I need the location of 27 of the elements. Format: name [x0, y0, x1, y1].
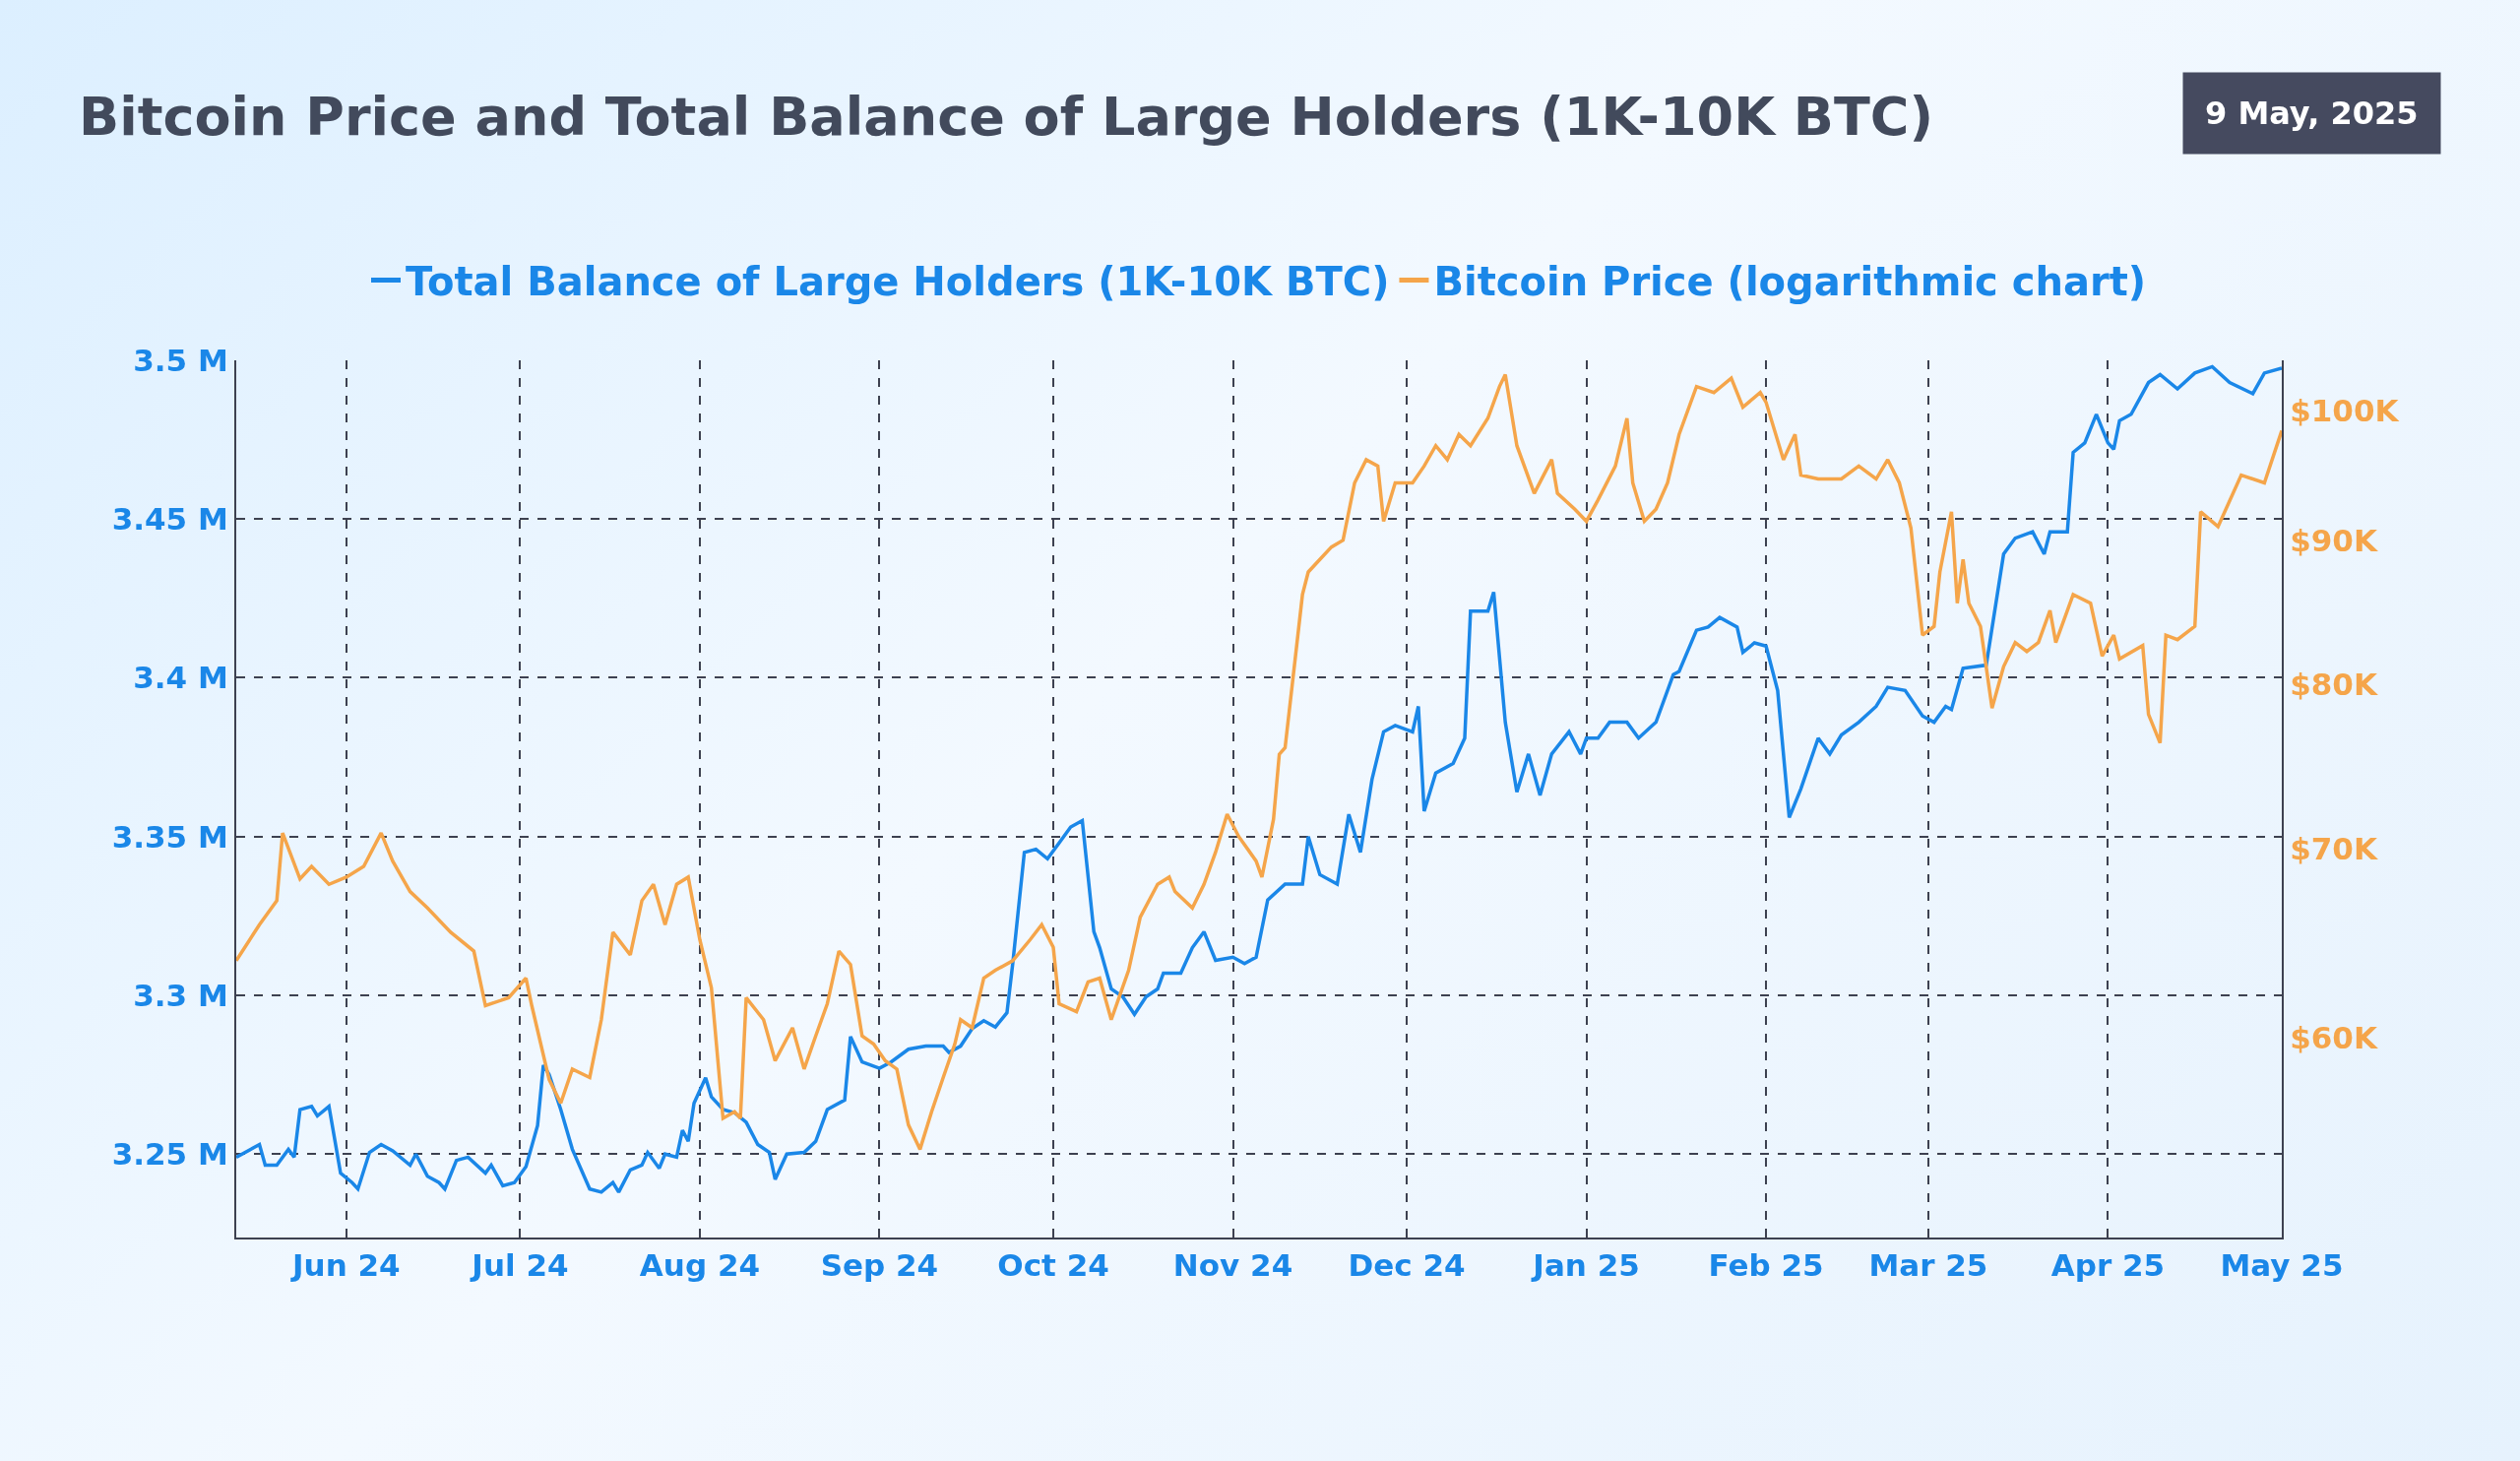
- x-tick-label: Aug 24: [639, 1247, 761, 1284]
- y-tick-label: 3.35 M: [111, 818, 228, 855]
- x-tick-label: Nov 24: [1172, 1247, 1293, 1284]
- x-tick-label: Jul 24: [470, 1247, 569, 1284]
- y2-tick-label: $70K: [2290, 830, 2378, 866]
- y2-tick-label: $80K: [2290, 667, 2378, 703]
- x-tick-label: Jun 24: [290, 1247, 401, 1284]
- x-tick-label: Feb 25: [1708, 1247, 1824, 1284]
- x-tick-label: Dec 24: [1348, 1247, 1466, 1284]
- x-tick-label: May 25: [2220, 1247, 2344, 1284]
- y2-tick-label: $60K: [2290, 1020, 2378, 1056]
- chart-title: Bitcoin Price and Total Balance of Large Holders (1K-10K BTC): [79, 85, 1934, 148]
- x-tick-label: Apr 25: [2050, 1247, 2166, 1284]
- y-tick-label: 3.3 M: [133, 977, 228, 1013]
- x-tick-label: Oct 24: [997, 1247, 1109, 1284]
- y2-tick-label: $100K: [2290, 393, 2400, 429]
- y-tick-label: 3.45 M: [111, 501, 228, 538]
- text: 9 May, 2025: [2205, 95, 2419, 132]
- x-tick-label: Sep 24: [820, 1247, 939, 1284]
- y2-tick-label: $90K: [2290, 522, 2378, 558]
- x-tick-label: Jan 25: [1531, 1247, 1640, 1284]
- legend-label: Bitcoin Price (logarithmic chart): [1433, 259, 2147, 305]
- y-tick-label: 3.4 M: [133, 660, 228, 696]
- x-tick-label: Mar 25: [1868, 1247, 1988, 1284]
- legend-label: Total Balance of Large Holders (1K-10K BTC): [406, 259, 1390, 305]
- y-tick-label: 3.25 M: [111, 1136, 228, 1173]
- y-tick-label: 3.5 M: [133, 342, 228, 378]
